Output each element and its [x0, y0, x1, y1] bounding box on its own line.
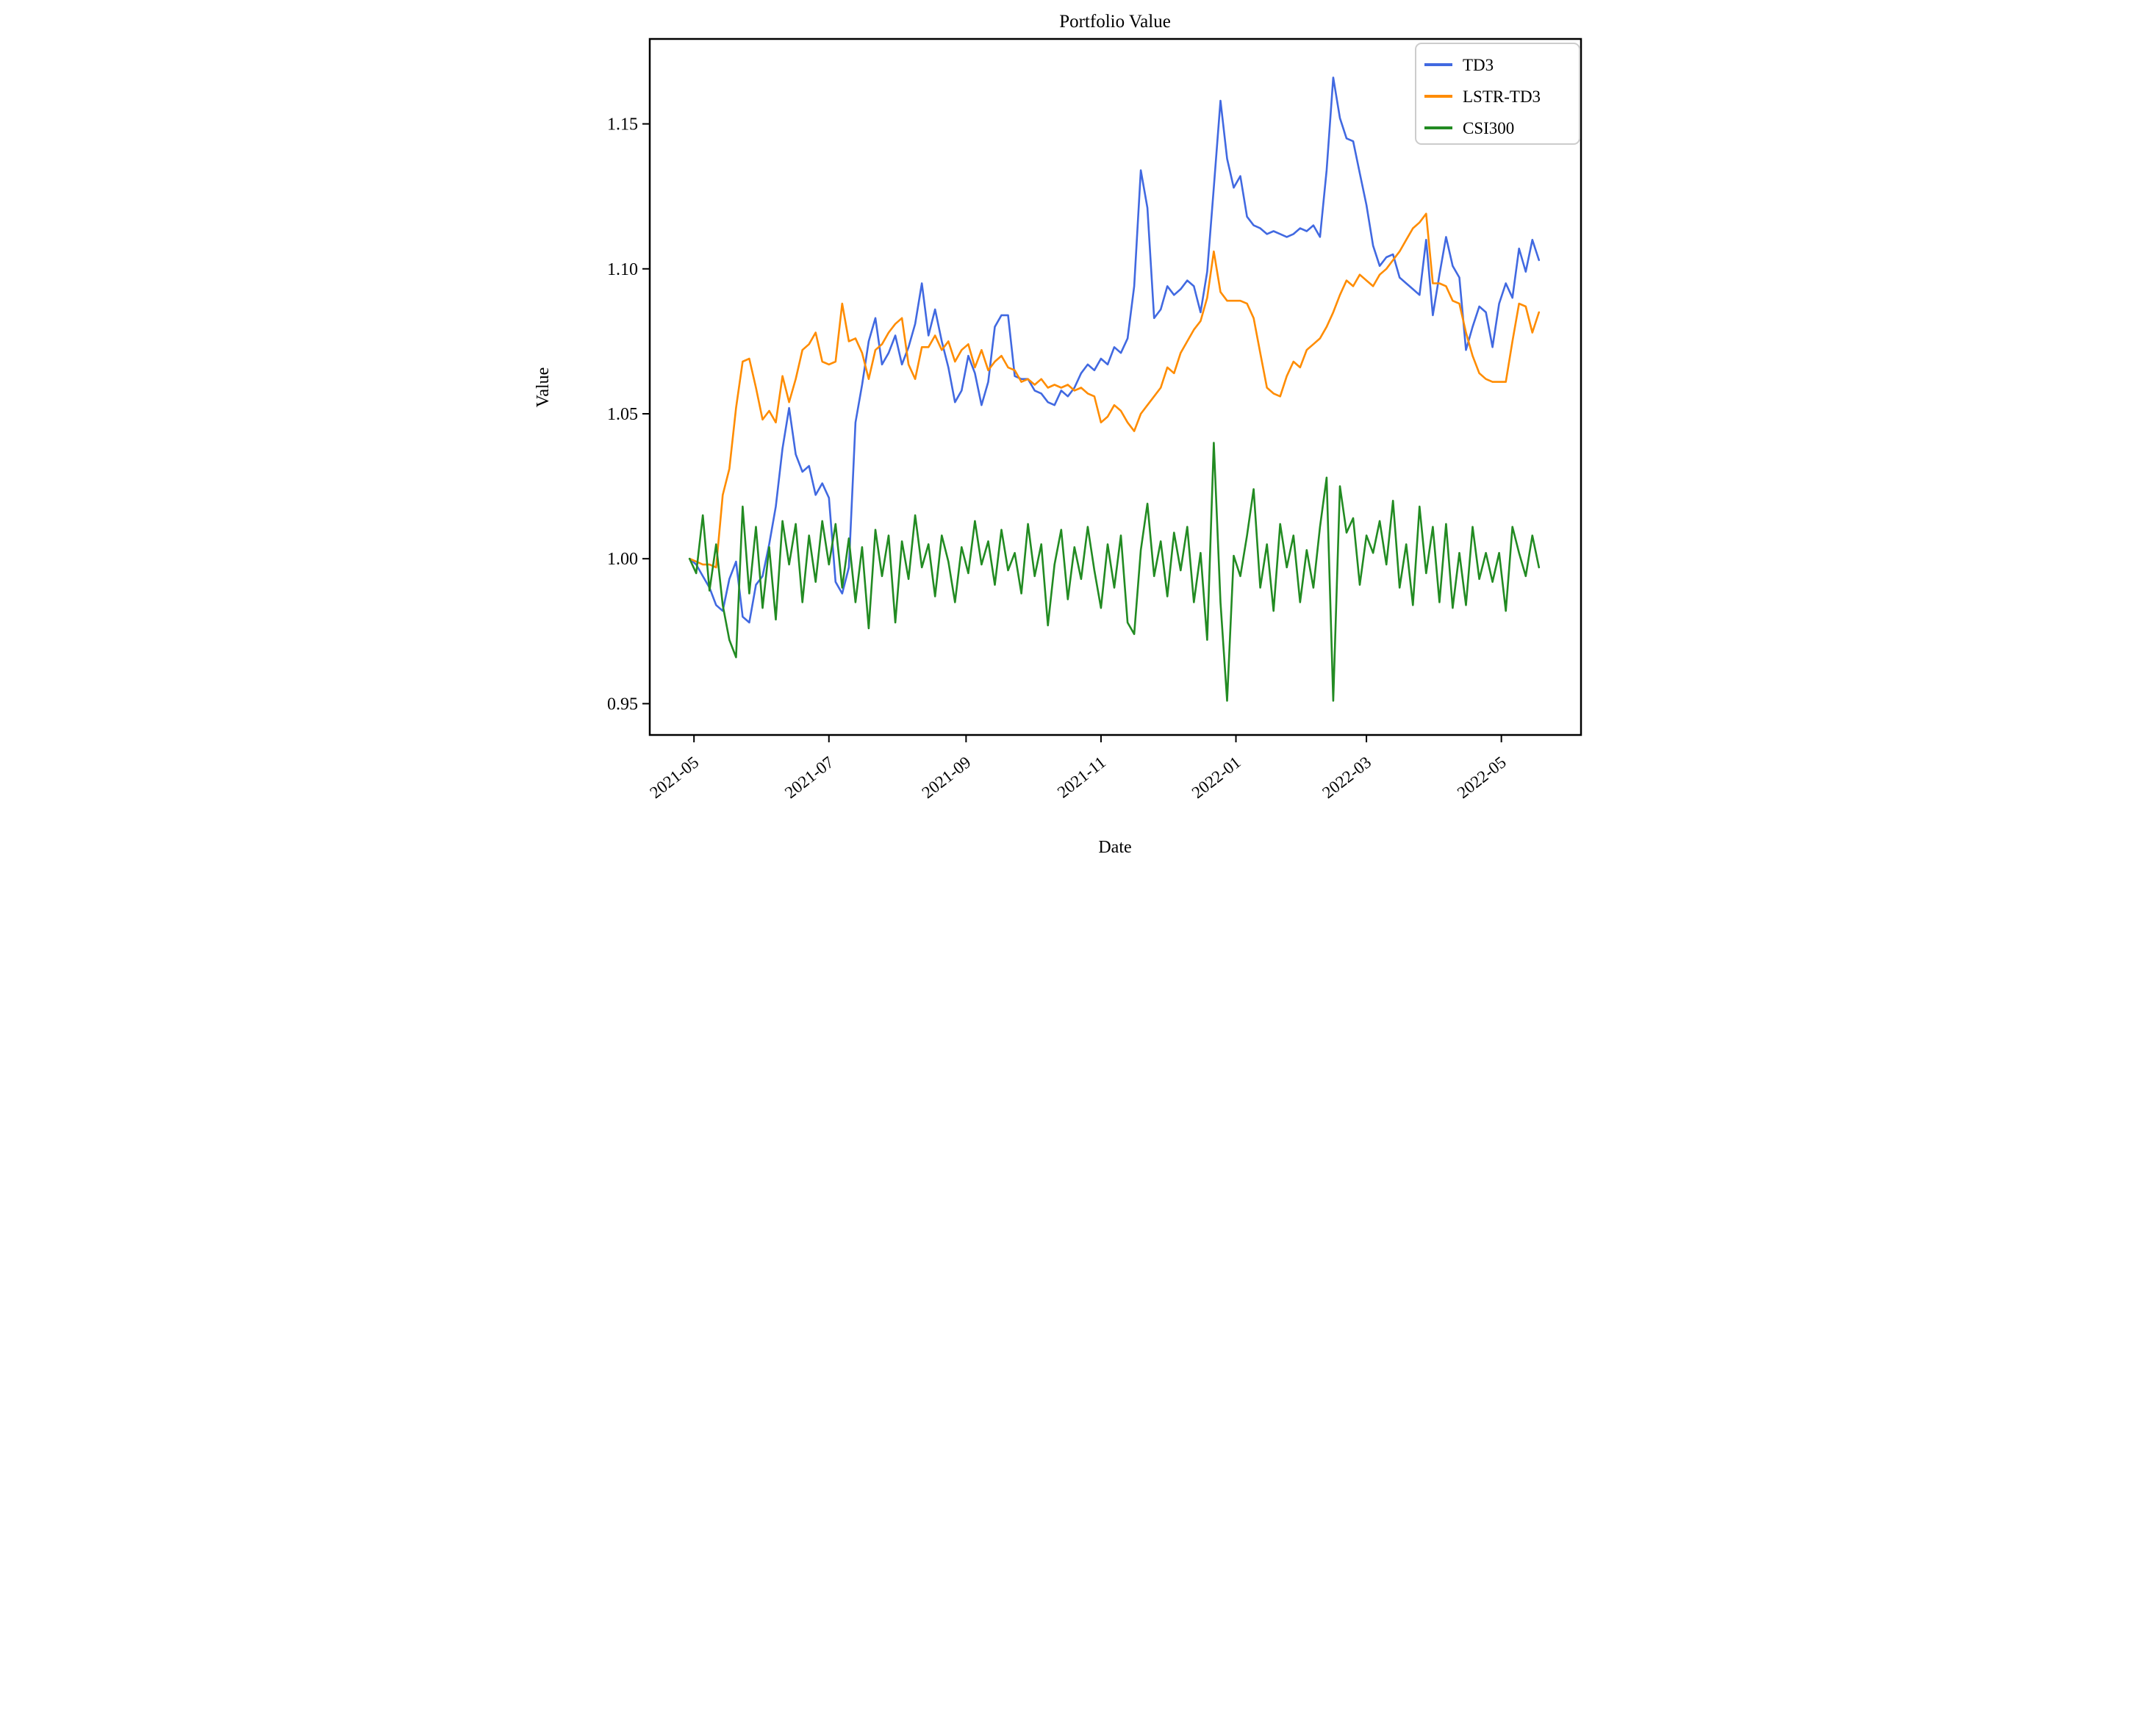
- x-tick-label: 2021-07: [781, 753, 837, 802]
- chart-title: Portfolio Value: [1059, 12, 1171, 32]
- legend: TD3 LSTR-TD3 CSI300: [1414, 43, 1580, 145]
- series-line-csi300: [688, 442, 1540, 702]
- y-tick-label: 1.15: [607, 115, 638, 134]
- x-tick-label: 2022-03: [1319, 753, 1374, 802]
- legend-entry-td3: TD3: [1424, 56, 1494, 74]
- legend-label-lstr-td3: LSTR-TD3: [1463, 87, 1541, 106]
- series-line-lstr-td3: [688, 212, 1540, 569]
- axes-ticks-layer: 2021-05 2021-07 2021-09 2021-11 2022-01 2022-…: [607, 115, 1510, 803]
- series-lines-layer: [688, 76, 1540, 702]
- legend-entry-lstr-td3: LSTR-TD3: [1424, 87, 1541, 106]
- y-tick-label: 1.10: [607, 260, 638, 279]
- x-tick-label: 2022-01: [1188, 753, 1244, 802]
- x-tick-label: 2021-05: [646, 753, 702, 802]
- plot-frame: [648, 37, 1582, 736]
- x-tick-label: 2021-11: [1053, 753, 1108, 801]
- figure-canvas: Portfolio Value 2021-05 2021-07 2021-09 202…: [533, 0, 1600, 868]
- legend-label-csi300: CSI300: [1463, 119, 1514, 137]
- y-axis-label: Value: [534, 367, 553, 408]
- legend-box: [1414, 43, 1580, 145]
- x-tick-label: 2022-05: [1453, 753, 1509, 802]
- x-axis-label: Date: [1098, 838, 1131, 857]
- y-tick-label: 1.05: [607, 405, 638, 424]
- x-tick-label: 2021-09: [918, 753, 974, 802]
- legend-label-td3: TD3: [1463, 56, 1494, 74]
- y-tick-label: 0.95: [607, 695, 638, 714]
- series-line-td3: [688, 76, 1540, 624]
- portfolio-value-chart: Portfolio Value 2021-05 2021-07 2021-09 202…: [534, 12, 1582, 857]
- y-tick-label: 1.00: [607, 550, 638, 569]
- legend-entry-csi300: CSI300: [1424, 119, 1514, 137]
